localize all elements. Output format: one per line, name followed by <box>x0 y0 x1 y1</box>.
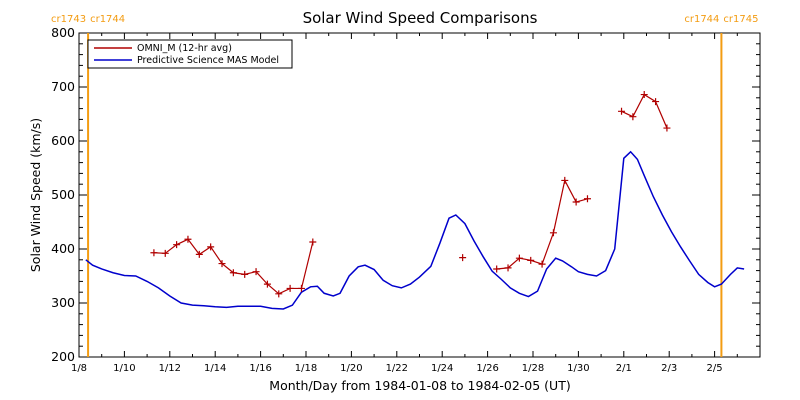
y-tick-label: 700 <box>51 79 75 94</box>
x-tick-label: 1/30 <box>567 363 589 374</box>
omni-point <box>150 249 158 257</box>
y-tick-label: 500 <box>51 187 75 202</box>
series-line-omni <box>153 238 314 295</box>
x-tick-label: 1/16 <box>249 363 271 374</box>
series-line-omni <box>496 178 588 270</box>
omni-point <box>538 260 546 268</box>
omni-point <box>549 229 557 237</box>
x-tick-label: 1/28 <box>522 363 544 374</box>
omni-point <box>275 290 283 298</box>
x-tick-label: 1/10 <box>113 363 135 374</box>
y-tick-label: 400 <box>51 241 75 256</box>
omni-point <box>195 250 203 258</box>
omni-point <box>629 113 637 121</box>
legend: OMNI_M (12-hr avg) Predictive Science MA… <box>87 39 293 69</box>
omni-point <box>207 243 215 251</box>
y-tick-label: 600 <box>51 133 75 148</box>
series-line-omni <box>621 93 668 129</box>
x-tick-label: 1/12 <box>159 363 181 374</box>
x-tick-label: 1/20 <box>340 363 362 374</box>
omni-point <box>504 264 512 272</box>
x-tick-label: 1/14 <box>204 363 226 374</box>
carrington-label-right: cr1745 <box>723 14 758 25</box>
legend-label-omni: OMNI_M (12-hr avg) <box>137 43 232 54</box>
y-tick-label: 300 <box>51 295 75 310</box>
x-tick-label: 2/1 <box>616 363 632 374</box>
omni-point <box>572 198 580 206</box>
omni-point <box>561 176 569 184</box>
x-tick-label: 1/8 <box>71 363 87 374</box>
carrington-label-right: cr1744 <box>90 14 125 25</box>
axes-layer: 1/8 1/10 1/12 1/14 1/16 1/18 1/20 1/22 1/24 1/26 1… <box>51 25 761 374</box>
omni-point <box>515 254 523 262</box>
omni-point <box>583 195 591 203</box>
carrington-markers: cr1743 cr1744 cr1744 cr1745 <box>51 14 758 357</box>
x-tick-label: 1/24 <box>431 363 453 374</box>
legend-box <box>87 39 293 69</box>
omni-point <box>241 270 249 278</box>
omni-point <box>493 265 501 273</box>
x-tick-label: 1/18 <box>295 363 317 374</box>
omni-point <box>663 124 671 132</box>
carrington-label-left: cr1743 <box>51 14 86 25</box>
x-tick-label: 1/26 <box>476 363 498 374</box>
legend-label-mas: Predictive Science MAS Model <box>137 55 279 66</box>
omni-point <box>640 91 648 99</box>
omni-point <box>173 241 181 249</box>
omni-point <box>252 268 260 276</box>
y-tick-label: 800 <box>51 25 75 40</box>
omni-point <box>652 98 660 106</box>
omni-point <box>263 280 271 288</box>
carrington-label-left: cr1744 <box>684 14 719 25</box>
y-axis-label: Solar Wind Speed (km/s) <box>28 118 43 272</box>
omni-point <box>527 256 535 264</box>
omni-point <box>297 284 305 292</box>
series-line-mas <box>85 150 745 310</box>
omni-point <box>161 249 169 257</box>
omni-point <box>459 254 467 262</box>
omni-point <box>309 238 317 246</box>
omni-point <box>218 260 226 268</box>
omni-point <box>618 107 626 115</box>
y-tick-label: 200 <box>51 349 75 364</box>
x-tick-label: 2/5 <box>707 363 723 374</box>
omni-point <box>286 284 294 292</box>
x-tick-label: 2/3 <box>661 363 677 374</box>
omni-point <box>184 235 192 243</box>
x-axis-label: Month/Day from 1984-01-08 to 1984-02-05 … <box>269 378 570 393</box>
series-layer <box>85 91 745 310</box>
omni-point <box>229 269 237 277</box>
x-tick-label: 1/22 <box>386 363 408 374</box>
chart-title: Solar Wind Speed Comparisons <box>303 9 538 27</box>
plot-frame <box>78 32 761 358</box>
